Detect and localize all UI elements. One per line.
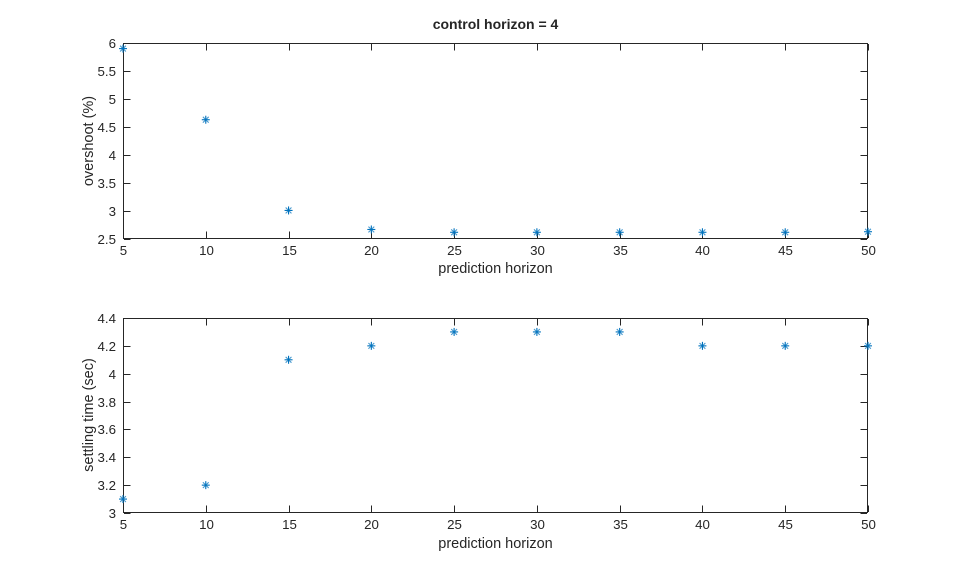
x-tick-label: 5 (120, 517, 127, 532)
x-tick-label: 15 (282, 243, 297, 258)
data-point-marker (201, 115, 210, 124)
data-point-marker (367, 225, 376, 234)
x-tick-label: 20 (364, 517, 379, 532)
x-tick-label: 35 (613, 243, 628, 258)
x-tick-label: 45 (778, 517, 793, 532)
x-tick-label: 25 (447, 243, 462, 258)
y-tick-label: 3 (109, 506, 116, 521)
x-tick-label: 40 (695, 243, 710, 258)
data-point-marker (284, 206, 293, 215)
data-point-marker (119, 495, 127, 504)
data-point-marker (284, 355, 293, 364)
y-tick-label: 6 (109, 36, 116, 51)
x-tick-label: 50 (861, 243, 876, 258)
x-tick-label: 30 (530, 243, 545, 258)
axes-group-1: 5 10 15 20 25 30 35 40 45 50 3 3.2 3.4 3.6 3.8 4 4.2 4.4 (98, 311, 876, 532)
x-tick-label: 35 (613, 517, 628, 532)
axes-box (123, 318, 868, 513)
data-point-marker (615, 327, 624, 336)
data-point-marker (119, 44, 127, 53)
y-tick-label: 3 (109, 204, 116, 219)
data-point-marker (864, 341, 872, 350)
x-tick-label: 25 (447, 517, 462, 532)
data-point-marker (450, 228, 459, 237)
plot-title: control horizon = 4 (432, 16, 559, 32)
y-tick-label: 4.2 (98, 339, 117, 354)
data-point-marker (532, 228, 541, 237)
prediction-horizon-axis-label-bottom: prediction horizon (438, 536, 553, 552)
x-tick-label: 45 (778, 243, 793, 258)
data-point-marker (781, 228, 790, 237)
x-tick-label: 10 (199, 243, 214, 258)
data-point-marker (367, 341, 376, 350)
axes-box (123, 43, 868, 239)
x-tick-label: 30 (530, 517, 545, 532)
y-tick-label: 4.5 (98, 120, 117, 135)
data-point-marker (532, 327, 541, 336)
x-tick-label: 20 (364, 243, 379, 258)
x-tick-label: 5 (120, 243, 127, 258)
data-point-marker (864, 227, 872, 236)
y-tick-label: 3.5 (98, 176, 117, 191)
data-point-marker (201, 481, 210, 490)
prediction-horizon-axis-label-top: prediction horizon (438, 261, 553, 277)
x-tick-label: 10 (199, 517, 214, 532)
axes-group-0: 5 10 15 20 25 30 35 40 45 50 2.5 3 3.5 4 4.5 5 5.5 6 (98, 36, 876, 258)
y-tick-label: 5 (109, 92, 116, 107)
y-tick-label: 4 (109, 367, 116, 382)
y-tick-label: 4 (109, 148, 116, 163)
y-tick-label: 3.4 (98, 450, 117, 465)
data-point-marker (781, 341, 790, 350)
x-tick-label: 40 (695, 517, 710, 532)
y-tick-label: 5.5 (98, 64, 117, 79)
data-point-marker (698, 228, 707, 237)
y-tick-label: 2.5 (98, 232, 117, 247)
y-tick-label: 3.8 (98, 395, 117, 410)
data-point-marker (615, 228, 624, 237)
x-tick-label: 50 (861, 517, 876, 532)
y-tick-label: 3.6 (98, 422, 117, 437)
data-point-marker (698, 341, 707, 350)
y-tick-label: 3.2 (98, 478, 117, 493)
data-point-marker (450, 327, 459, 336)
y-tick-label: 4.4 (98, 311, 117, 326)
x-tick-label: 15 (282, 517, 297, 532)
